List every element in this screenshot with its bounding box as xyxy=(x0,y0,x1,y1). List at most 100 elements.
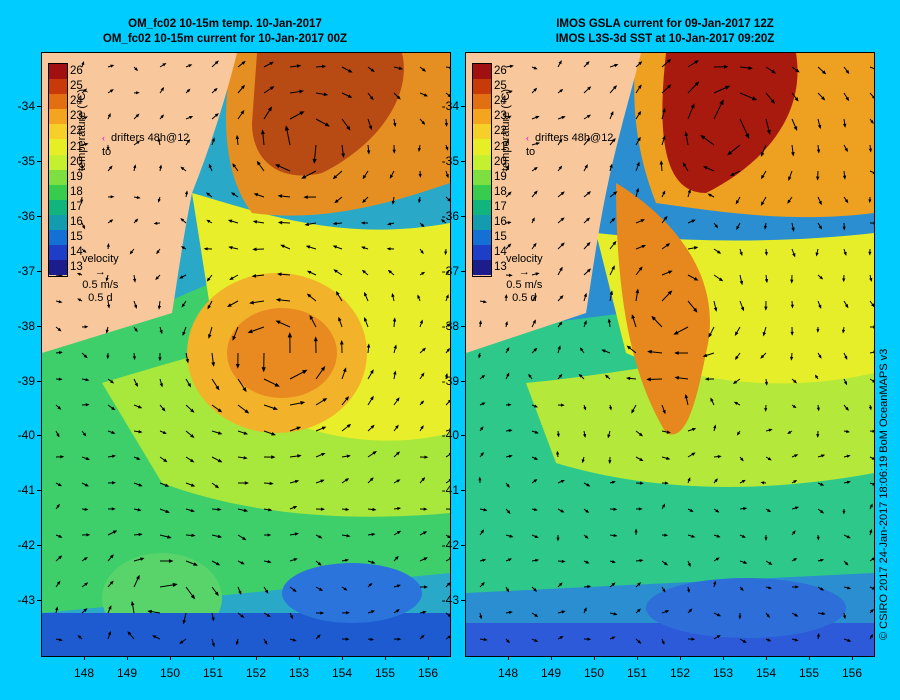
arrow-icon: → xyxy=(518,266,530,278)
current-vector-head xyxy=(179,640,184,645)
current-vector-head xyxy=(165,509,170,513)
current-vector-head xyxy=(583,292,587,298)
current-vector-head xyxy=(771,69,776,74)
current-vector-head xyxy=(232,163,237,168)
current-vector xyxy=(869,378,874,383)
current-vector-head xyxy=(229,276,234,280)
current-vector-head xyxy=(445,174,449,179)
colorbar-label: 13 xyxy=(70,261,83,274)
current-vector-head xyxy=(274,164,281,169)
current-vector-head xyxy=(420,223,425,228)
current-vector-head xyxy=(292,638,297,642)
longitude-tick-mark xyxy=(428,656,429,660)
longitude-tick-mark xyxy=(766,656,767,660)
current-vector-head xyxy=(444,373,448,377)
current-vector-head xyxy=(532,319,536,324)
drifters-label: drifters 48h@12 xyxy=(535,132,614,144)
current-vector-head xyxy=(735,200,740,205)
current-vector-head xyxy=(111,430,116,434)
current-vector-head xyxy=(533,478,538,483)
current-vector-head xyxy=(133,164,137,169)
current-vector-head xyxy=(214,484,220,489)
longitude-tick-mark xyxy=(299,656,300,660)
current-vector-head xyxy=(871,303,874,307)
current-vector-head xyxy=(531,217,535,222)
current-vector-head xyxy=(639,481,644,485)
current-vector-head xyxy=(727,150,733,156)
drifters-label-to: to xyxy=(526,146,536,158)
current-vector-head xyxy=(506,483,510,488)
current-vector-head xyxy=(140,557,145,561)
current-vector-head xyxy=(446,582,450,586)
current-vector-head xyxy=(422,347,427,352)
current-vector-head xyxy=(112,530,118,534)
current-vector-head xyxy=(560,479,565,483)
current-vector-head xyxy=(561,559,566,563)
current-vector-head xyxy=(845,406,849,411)
current-vector-head xyxy=(368,582,373,587)
latitude-tick-mark xyxy=(461,270,465,272)
current-vector-head xyxy=(818,225,823,230)
colorbar-label: 16 xyxy=(494,216,507,228)
current-vector-head xyxy=(504,320,509,325)
longitude-tick-label: 154 xyxy=(755,666,777,680)
current-vector-head xyxy=(666,430,671,434)
current-vector-head xyxy=(344,558,349,562)
current-vector-head xyxy=(584,164,588,169)
colorbar-swatch xyxy=(49,245,67,261)
current-vector-head xyxy=(444,251,448,256)
current-vector-head xyxy=(820,482,825,486)
current-vector-head xyxy=(608,460,612,465)
current-vector-head xyxy=(586,191,592,195)
current-vector-head xyxy=(732,380,738,385)
current-vector-head xyxy=(637,582,642,586)
longitude-tick-mark xyxy=(213,656,214,660)
current-vector-head xyxy=(158,357,162,362)
current-vector-head xyxy=(211,362,216,367)
longitude-tick-label: 149 xyxy=(116,666,138,680)
current-vector-head xyxy=(585,61,590,66)
current-vector-head xyxy=(794,97,799,102)
current-vector-head xyxy=(733,401,738,405)
left-title-line2: OM_fc02 10-15m current for 10-Jan-2017 0… xyxy=(102,33,348,45)
current-vector-head xyxy=(558,60,562,65)
current-vector-head xyxy=(666,84,672,89)
current-vector-head xyxy=(662,588,666,593)
colorbar-swatch xyxy=(473,230,491,246)
current-vector-head xyxy=(370,637,375,641)
current-vector-head xyxy=(366,150,371,155)
current-vector-head xyxy=(760,174,765,180)
current-vector-head xyxy=(507,221,512,225)
current-vector-head xyxy=(736,225,740,231)
current-vector-head xyxy=(180,218,185,222)
current-vector-head xyxy=(682,162,687,167)
current-vector-head xyxy=(129,250,134,255)
current-vector-head xyxy=(217,534,223,539)
current-vector-head xyxy=(127,631,132,636)
latitude-tick-label: -37 xyxy=(17,263,35,278)
current-vector-head xyxy=(583,406,587,411)
current-vector-head xyxy=(190,458,195,463)
latitude-tick-label: -41 xyxy=(441,483,459,498)
velocity-duration: 0.5 d xyxy=(512,292,537,304)
current-vector-head xyxy=(481,581,485,586)
current-vector-head xyxy=(869,633,873,638)
current-vector-head xyxy=(821,611,826,616)
current-vector-head xyxy=(868,251,872,256)
current-vector-head xyxy=(506,372,510,377)
current-vector-head xyxy=(559,88,564,93)
current-vector-head xyxy=(844,199,849,204)
current-vector-head xyxy=(306,293,312,298)
current-vector-head xyxy=(447,613,450,617)
current-vector-head xyxy=(647,349,652,354)
current-vector-head xyxy=(58,555,63,560)
current-vector-head xyxy=(420,634,425,639)
current-vector-head xyxy=(614,63,619,68)
current-vector-head xyxy=(646,377,651,382)
current-vector-head xyxy=(447,93,450,98)
right-title-line2: IMOS L3S-3d SST at 10-Jan-2017 09:20Z xyxy=(555,33,775,45)
longitude-tick-mark xyxy=(551,656,552,660)
current-vector-head xyxy=(586,241,591,247)
current-vector-head xyxy=(768,428,773,432)
longitude-tick-label: 155 xyxy=(798,666,820,680)
